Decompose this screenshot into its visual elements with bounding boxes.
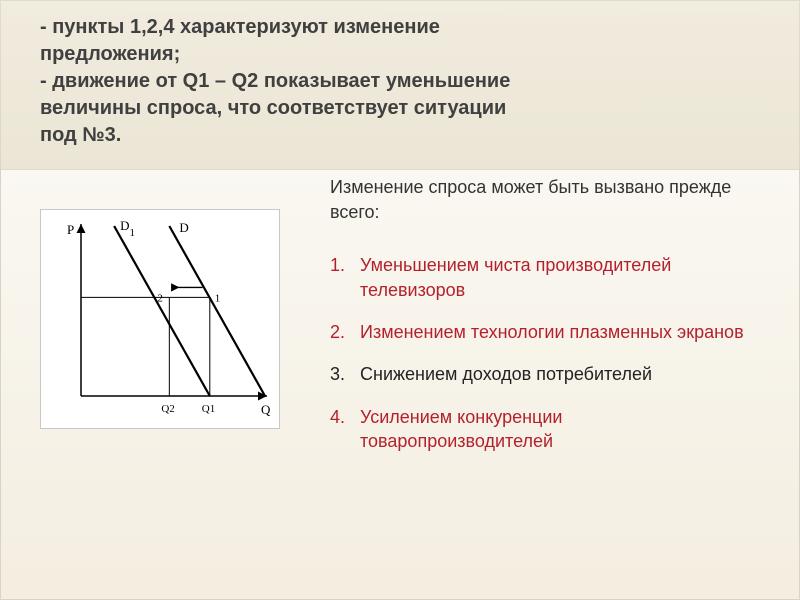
svg-text:Q2: Q2 bbox=[161, 403, 174, 415]
svg-text:2: 2 bbox=[157, 292, 163, 304]
header-line3-q: Q1 – Q2 bbox=[183, 70, 264, 92]
svg-text:1: 1 bbox=[215, 292, 221, 304]
header-line3-prefix: - движение от bbox=[40, 70, 183, 92]
header-line5-num: 3. bbox=[105, 124, 122, 146]
slide-header: - пункты 1,2,4 характеризуют изменение п… bbox=[0, 0, 800, 159]
svg-text:P: P bbox=[67, 222, 74, 237]
answer-item-4: Усилением конкуренции товаропроизводител… bbox=[330, 405, 760, 454]
header-line1-prefix: - пункты bbox=[40, 16, 130, 38]
header-line3-rest: показывает уменьшение bbox=[264, 70, 511, 92]
svg-text:D1: D1 bbox=[120, 218, 135, 239]
question-subtitle: Изменение спроса может быть вызвано преж… bbox=[330, 175, 760, 225]
header-line2: предложения; bbox=[40, 43, 180, 65]
svg-text:Q: Q bbox=[261, 402, 271, 417]
svg-text:D: D bbox=[179, 220, 188, 235]
answer-item-3: Снижением доходов потребителей bbox=[330, 362, 760, 386]
answer-item-2: Изменением технологии плазменных экранов bbox=[330, 320, 760, 344]
demand-chart: PQD1D12Q1Q2 bbox=[40, 209, 280, 429]
answer-item-1: Уменьшением чиcта производителей телевиз… bbox=[330, 253, 760, 302]
header-line1-rest: характеризуют изменение bbox=[180, 16, 440, 38]
answer-list: Уменьшением чиcта производителей телевиз… bbox=[330, 253, 760, 453]
header-line1-nums: 1,2,4 bbox=[130, 16, 180, 38]
header-line5-prefix: под № bbox=[40, 124, 105, 146]
svg-text:Q1: Q1 bbox=[202, 403, 215, 415]
header-line4: величины спроса, что соответствует ситуа… bbox=[40, 97, 506, 119]
